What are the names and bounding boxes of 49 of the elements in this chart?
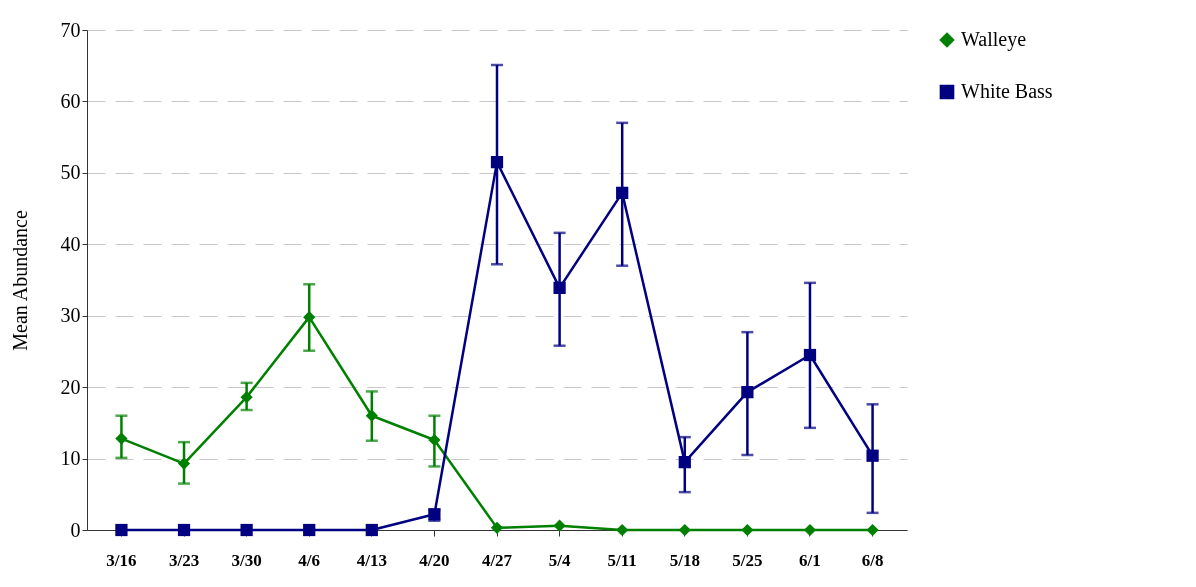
point <box>490 521 504 534</box>
point <box>803 348 817 362</box>
point <box>115 432 128 445</box>
point <box>177 457 191 470</box>
y-tick-label: 70 <box>60 18 81 41</box>
point <box>303 311 316 324</box>
y-tick-label: 20 <box>60 375 81 398</box>
point <box>303 523 316 537</box>
x-tick-label: 6/1 <box>799 550 821 570</box>
point <box>553 281 566 294</box>
point <box>240 391 253 404</box>
y-tick-label: 0 <box>70 518 81 541</box>
point <box>741 386 754 399</box>
x-tick-label: 4/13 <box>356 550 387 570</box>
point <box>803 523 817 537</box>
y-axis-title: Mean Abundance <box>8 210 31 351</box>
x-tick-label: 4/6 <box>298 550 321 570</box>
x-tick-label: 5/4 <box>548 550 571 570</box>
x-tick-label: 5/18 <box>669 550 700 570</box>
x-tick-label: 6/8 <box>861 550 884 570</box>
point <box>616 186 629 199</box>
point <box>428 433 441 447</box>
y-tick-label: 60 <box>60 89 81 112</box>
point <box>741 523 754 537</box>
y-tick-label: 50 <box>60 161 81 184</box>
point <box>115 523 128 537</box>
legend-label: White Bass <box>961 80 1053 102</box>
point <box>553 519 566 532</box>
point <box>678 456 691 469</box>
point <box>616 523 629 537</box>
point <box>177 523 191 537</box>
y-tick-label: 30 <box>60 304 81 327</box>
x-tick-label: 3/30 <box>231 550 262 570</box>
y-tick-label: 10 <box>60 447 81 470</box>
point <box>866 449 879 462</box>
legend-label: Walleye <box>961 28 1027 51</box>
x-tick-label: 3/23 <box>168 550 200 570</box>
x-tick-label: 3/16 <box>106 550 137 570</box>
x-tick-label: 4/27 <box>481 550 513 570</box>
x-tick-label: 4/20 <box>419 550 450 570</box>
point <box>365 523 378 537</box>
point <box>866 523 879 537</box>
point <box>678 523 691 537</box>
x-tick-label: 5/25 <box>732 550 763 570</box>
x-tick-label: 5/11 <box>607 550 637 570</box>
point <box>365 409 378 422</box>
y-tick-label: 40 <box>60 232 81 255</box>
point <box>240 523 253 537</box>
point <box>490 156 504 169</box>
